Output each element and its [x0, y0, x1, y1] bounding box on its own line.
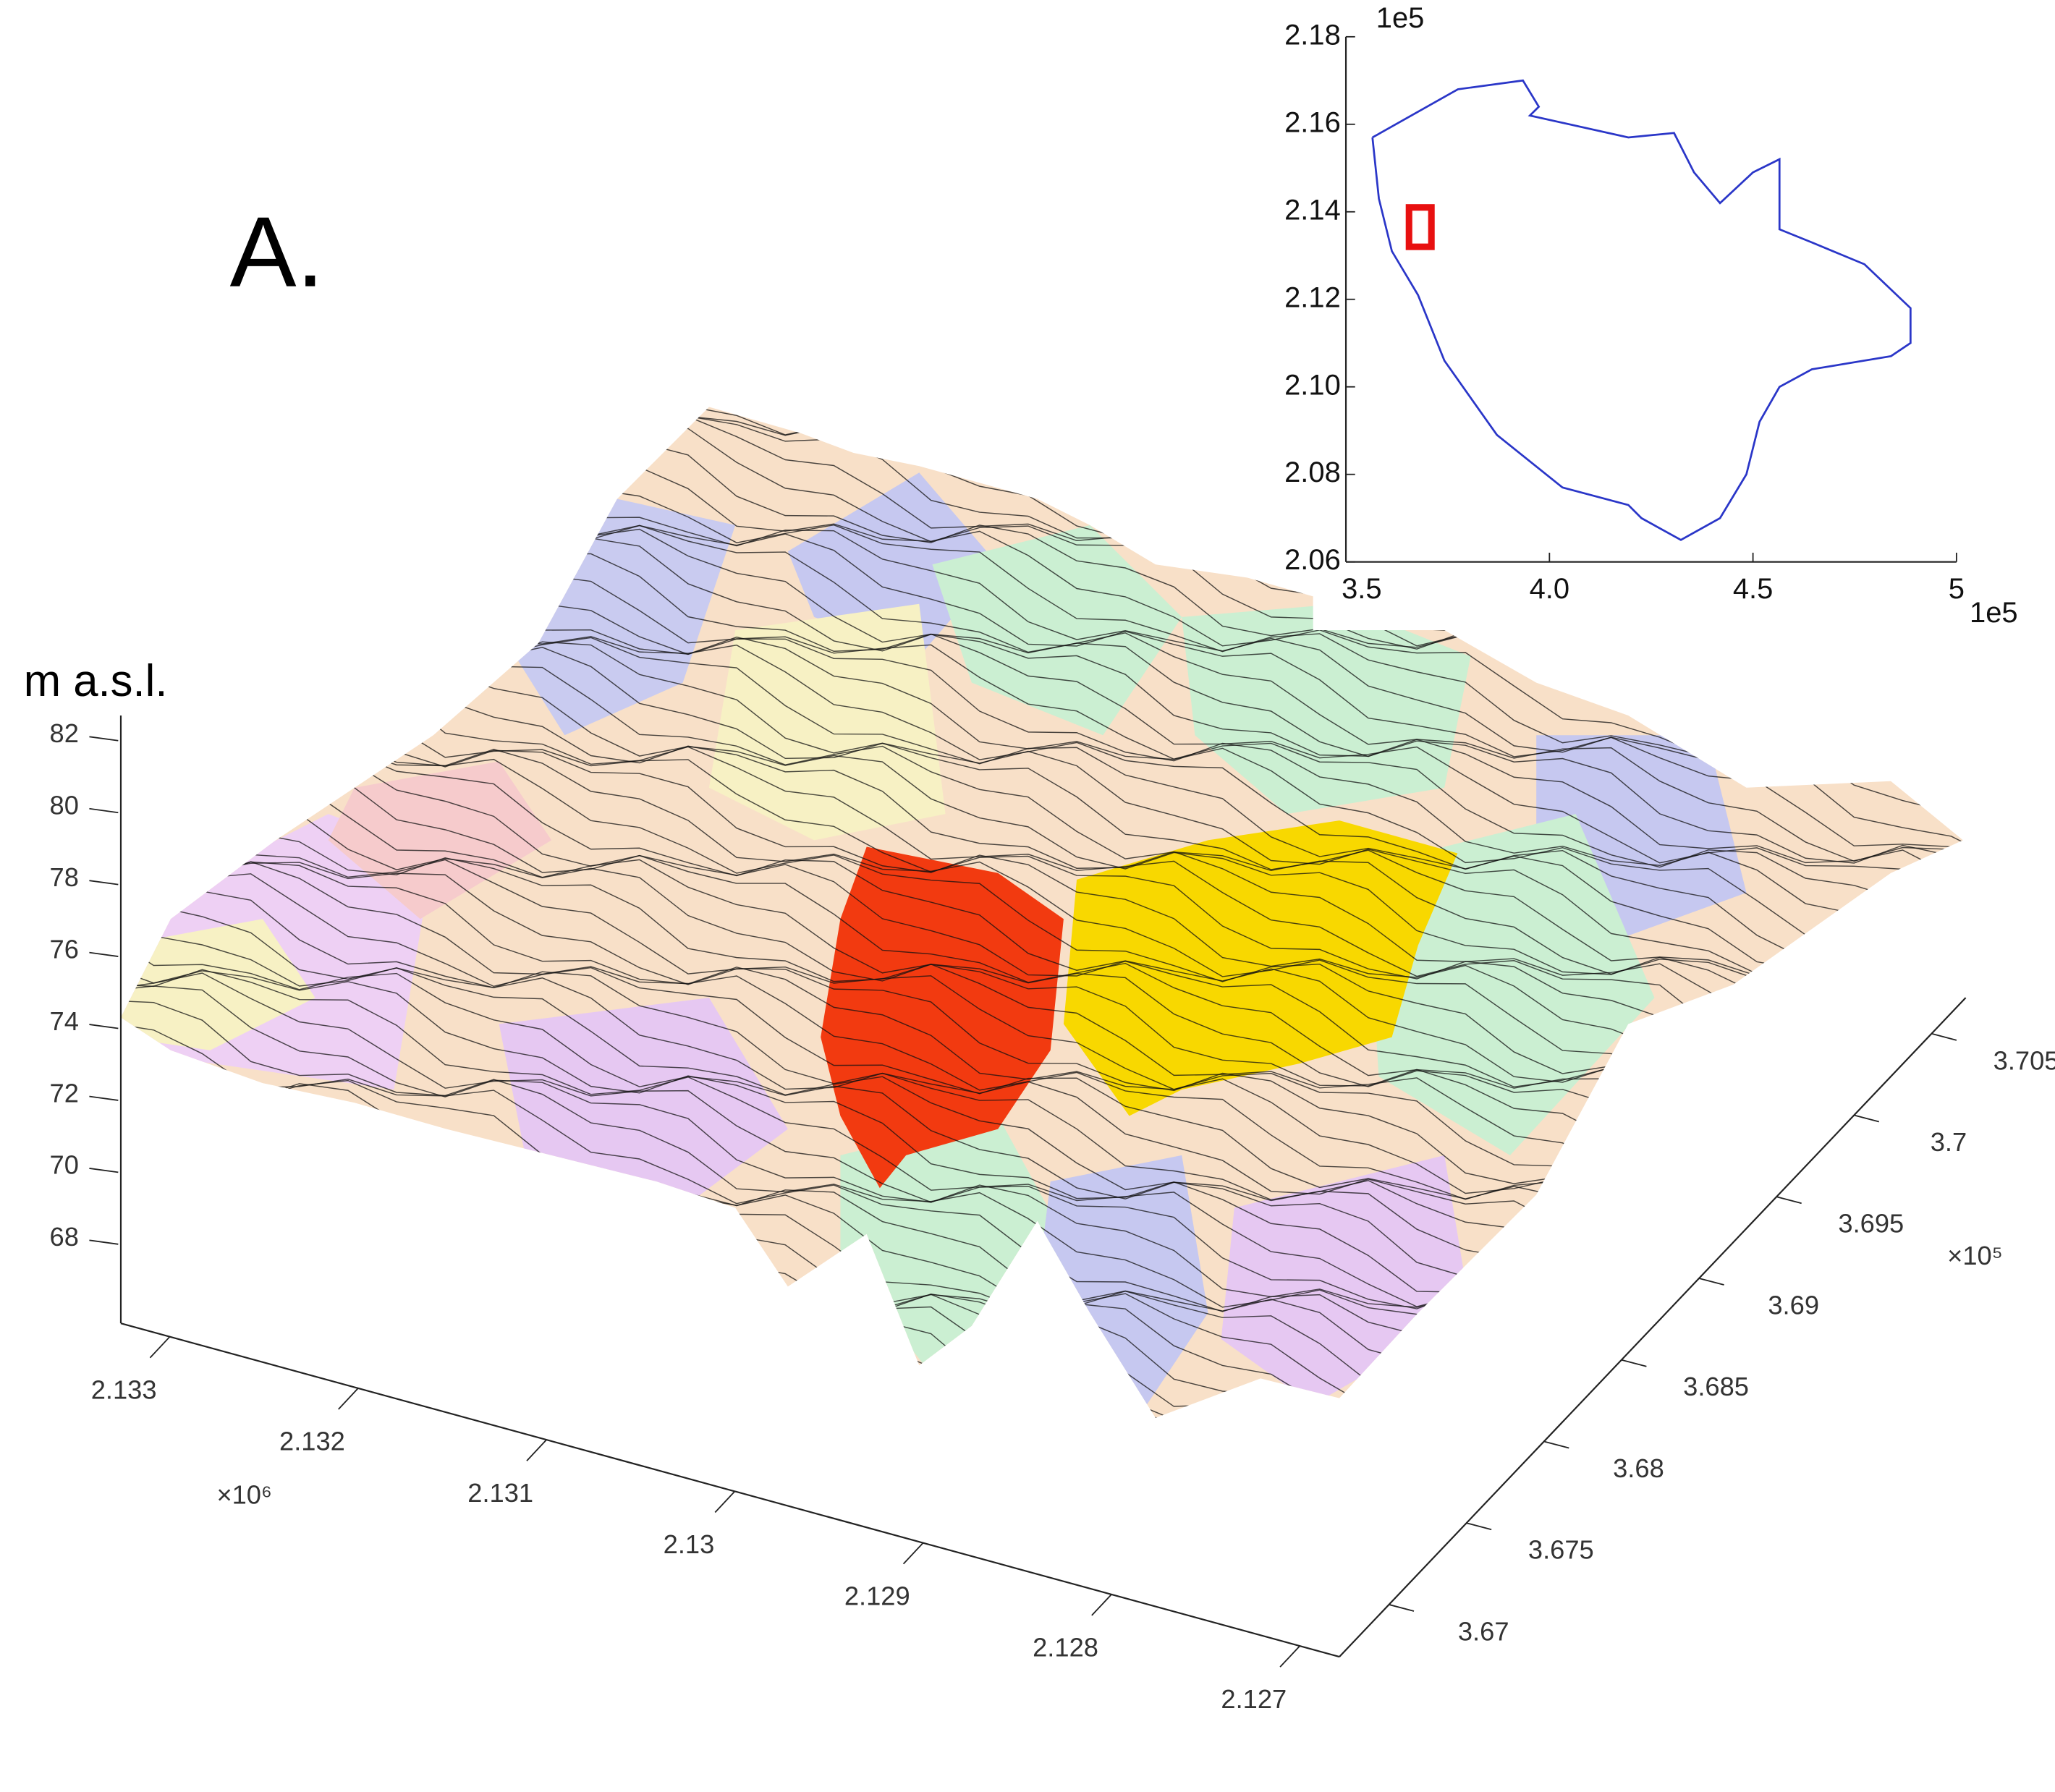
- z-tick-label: 78: [50, 862, 79, 892]
- red-zone: [821, 846, 1064, 1189]
- y-tick: [1931, 1032, 1957, 1041]
- z-tick-label: 80: [50, 791, 79, 820]
- contour-line: [120, 1296, 1963, 1418]
- z-tick-label: 72: [50, 1078, 79, 1108]
- x-tick: [526, 1439, 547, 1461]
- inset-y-offset: 1e5: [1376, 2, 1425, 34]
- x-tick-label: 2.127: [1221, 1684, 1287, 1714]
- z-tick-label: 68: [50, 1222, 79, 1252]
- patch: [932, 525, 1182, 736]
- inset-y-tick-label: 2.08: [1284, 457, 1341, 488]
- z-tick: [89, 880, 119, 886]
- inset-y-tick-label: 2.12: [1284, 281, 1341, 313]
- z-tick: [89, 1024, 119, 1029]
- patch: [120, 919, 315, 1050]
- inset-y-tick-label: 2.14: [1284, 194, 1341, 226]
- x-tick: [338, 1388, 359, 1410]
- x-multiplier: ×10⁶: [216, 1479, 271, 1509]
- z-tick: [89, 736, 119, 742]
- inset-x-tick-label: 3.5: [1342, 573, 1381, 605]
- z-tick-label: 70: [50, 1150, 79, 1180]
- contour-line: [120, 1316, 1963, 1418]
- inset-y-tick-label: 2.10: [1284, 369, 1341, 401]
- x-tick-label: 2.13: [664, 1529, 715, 1559]
- y-tick-label: 3.7: [1931, 1127, 1967, 1157]
- z-tick-label: 74: [50, 1006, 79, 1036]
- x-tick-label: 2.129: [844, 1581, 910, 1610]
- y-tick-label: 3.67: [1458, 1616, 1509, 1646]
- x-tick-label: 2.133: [91, 1375, 157, 1405]
- outline: [1371, 79, 1912, 541]
- y-tick: [1466, 1522, 1492, 1531]
- z-tick: [89, 807, 119, 814]
- x-tick-label: 2.132: [279, 1427, 345, 1456]
- y-tick: [1698, 1278, 1724, 1286]
- patch: [787, 472, 999, 657]
- y-tick: [1543, 1440, 1569, 1449]
- z-tick: [89, 1168, 119, 1173]
- y-tick-label: 3.69: [1768, 1290, 1819, 1320]
- y-tick-label: 3.675: [1528, 1535, 1594, 1565]
- inset-x-offset: 1e5: [1970, 597, 2018, 629]
- contour-line: [120, 1265, 1963, 1418]
- contour-line: [120, 1303, 1963, 1418]
- inset-x-tick-label: 4.0: [1530, 573, 1569, 605]
- y-multiplier: ×10⁵: [1947, 1241, 2003, 1270]
- inset-x-tick-label: 4.5: [1733, 573, 1773, 605]
- y-tick-label: 3.68: [1613, 1453, 1664, 1483]
- x-tick: [902, 1542, 924, 1565]
- y-axis: [1339, 997, 1967, 1657]
- panel-label: A.: [230, 197, 324, 308]
- z-tick-label: 82: [50, 718, 79, 748]
- x-tick-label: 2.131: [467, 1478, 533, 1508]
- x-axis: [120, 1322, 1340, 1658]
- inset-background: [1313, 0, 2055, 631]
- axes: [119, 715, 1967, 1658]
- inset-x-tick-label: 5: [1949, 573, 1965, 605]
- y-tick: [1854, 1114, 1880, 1123]
- y-tick-label: 3.685: [1683, 1372, 1749, 1401]
- inset-y-tick-label: 2.18: [1284, 19, 1341, 51]
- x-tick: [149, 1336, 171, 1359]
- patch: [499, 498, 736, 736]
- y-tick: [1776, 1196, 1802, 1205]
- y-tick-label: 3.705: [1993, 1045, 2055, 1075]
- z-tick: [89, 1095, 119, 1101]
- y-tick-label: 3.695: [1838, 1209, 1904, 1239]
- x-tick: [1091, 1594, 1112, 1616]
- x-tick: [714, 1490, 736, 1513]
- contour-line: [120, 1299, 1963, 1418]
- x-tick: [1279, 1645, 1300, 1668]
- z-tick: [89, 1239, 119, 1245]
- highlight-box: [1405, 204, 1435, 250]
- x-tick-label: 2.128: [1033, 1633, 1098, 1663]
- inset-y-tick-label: 2.16: [1284, 106, 1341, 138]
- z-tick: [89, 951, 119, 957]
- patch: [1182, 603, 1471, 815]
- inset-y-tick-label: 2.06: [1284, 544, 1341, 576]
- y-tick: [1621, 1359, 1647, 1367]
- z-axis-label: m a.s.l.: [24, 656, 168, 706]
- y-tick: [1389, 1604, 1415, 1612]
- patch: [328, 761, 552, 920]
- z-tick-label: 76: [50, 934, 79, 964]
